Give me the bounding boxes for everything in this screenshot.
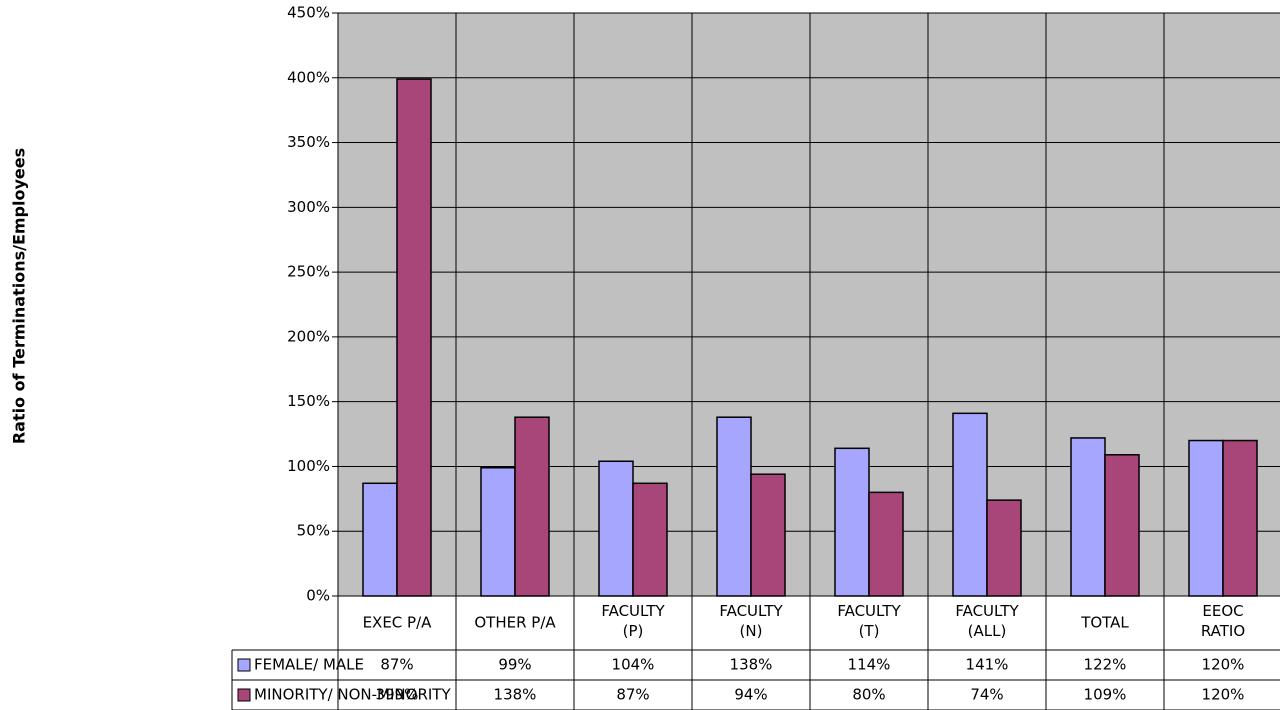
bar [716, 416, 752, 597]
x-tick-label: FACULTY (N) [719, 602, 783, 640]
value-label: 87% [380, 656, 413, 674]
x-tick-label: EEOC RATIO [1201, 602, 1245, 640]
bar [480, 466, 516, 597]
y-tick-label: 150% [287, 392, 330, 410]
value-label: 109% [1084, 686, 1127, 704]
bar [750, 473, 786, 597]
value-label: 99% [498, 656, 531, 674]
bar [1104, 454, 1140, 597]
value-label: 80% [852, 686, 885, 704]
value-label: 104% [612, 656, 655, 674]
legend-label: MINORITY/ NON-MINORITY [254, 686, 451, 704]
bar [632, 482, 668, 597]
x-tick-label: FACULTY (P) [601, 602, 665, 640]
bar [1222, 439, 1258, 597]
y-tick-label: 200% [287, 327, 330, 345]
x-tick-label: OTHER P/A [474, 614, 556, 632]
bar [396, 78, 432, 597]
bar [514, 416, 550, 597]
x-tick-label: FACULTY (T) [837, 602, 901, 640]
value-label: 120% [1202, 686, 1245, 704]
y-tick-label: 50% [297, 522, 330, 540]
bar [1188, 439, 1224, 597]
bar [1070, 437, 1106, 597]
y-tick-label: 300% [287, 198, 330, 216]
y-tick-label: 400% [287, 68, 330, 86]
value-label: 138% [494, 686, 537, 704]
y-tick-label: 350% [287, 133, 330, 151]
y-tick-label: 450% [287, 4, 330, 22]
value-label: 122% [1084, 656, 1127, 674]
x-tick-label: EXEC P/A [363, 614, 433, 632]
value-label: 94% [734, 686, 767, 704]
legend-label: FEMALE/ MALE [254, 656, 364, 674]
bar [986, 499, 1022, 597]
legend-key [237, 658, 251, 672]
value-label: 120% [1202, 656, 1245, 674]
bar [834, 447, 870, 597]
bar [598, 460, 634, 597]
bar [952, 412, 988, 597]
value-label: 399% [376, 686, 419, 704]
value-label: 87% [616, 686, 649, 704]
value-label: 74% [970, 686, 1003, 704]
y-tick-label: 250% [287, 263, 330, 281]
value-label: 138% [730, 656, 773, 674]
bar [362, 482, 398, 597]
x-tick-label: FACULTY (ALL) [955, 602, 1019, 640]
bar [868, 491, 904, 597]
y-tick-label: 100% [287, 457, 330, 475]
x-tick-label: TOTAL [1080, 614, 1129, 632]
legend-key [237, 688, 251, 702]
y-axis-title: Ratio of Terminations/Employees [10, 148, 29, 444]
value-label: 114% [848, 656, 891, 674]
value-label: 141% [966, 656, 1009, 674]
y-tick-label: 0% [306, 587, 330, 605]
